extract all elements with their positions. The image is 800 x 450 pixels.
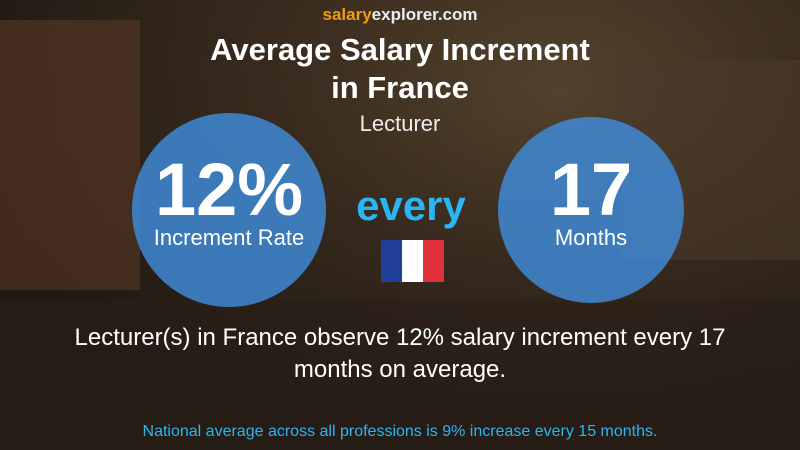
title: Average Salary Increment in France <box>0 31 800 107</box>
increment-rate-label: Increment Rate <box>153 225 305 250</box>
title-line: Average Salary Increment <box>210 32 590 67</box>
description: Lecturer(s) in France observe 12% salary… <box>0 322 800 386</box>
flag-stripe <box>402 240 423 282</box>
description-line: Lecturer(s) in France observe 12% salary… <box>74 324 726 351</box>
subtitle: Lecturer <box>359 111 441 136</box>
flag-stripe <box>381 240 402 282</box>
months-value: 17 <box>549 148 633 231</box>
left-circle: 12% Increment Rate <box>132 113 326 307</box>
months-label: Months <box>554 225 628 250</box>
title-line: in France <box>331 70 469 105</box>
background-floor <box>0 300 800 450</box>
increment-rate: 12% <box>154 148 304 231</box>
brand: salaryexplorer.com <box>0 5 800 25</box>
brand-part: salary <box>322 5 372 24</box>
right-circle: 17 Months <box>498 117 684 303</box>
description-line: months on average. <box>293 356 507 383</box>
flag-stripe <box>423 240 444 282</box>
brand-part: explorer.com <box>371 5 478 24</box>
connector: every <box>356 182 466 229</box>
france-flag <box>381 240 444 282</box>
footer: National average across all professions … <box>142 423 658 440</box>
background-shelf <box>0 20 140 290</box>
